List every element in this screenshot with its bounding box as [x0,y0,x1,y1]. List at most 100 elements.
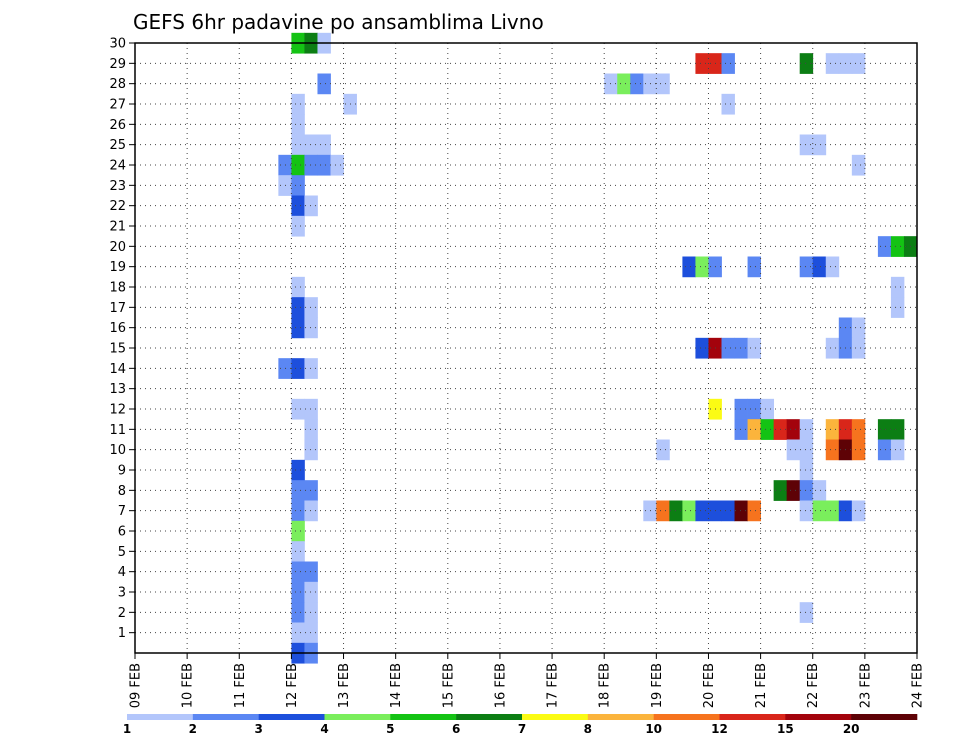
precip-cell [851,154,866,176]
x-tick-label: 09 FEB [129,663,144,708]
precip-cell [812,256,827,278]
precip-cell [799,500,814,522]
precip-cell [721,53,735,74]
precip-cell [291,500,305,522]
y-tick-label: 28 [109,77,126,92]
precip-cell [304,398,318,420]
precip-cell [330,154,344,176]
precip-cell [304,317,318,339]
y-tick-label: 7 [118,504,126,519]
precip-cell [695,337,709,359]
colorbar-swatch [390,714,457,720]
precip-cell [304,154,318,176]
y-tick-label: 1 [118,626,126,641]
y-tick-label: 25 [109,138,126,153]
precip-cell [851,317,866,339]
y-tick-label: 11 [109,423,126,438]
y-tick-label: 21 [109,220,126,235]
precip-cell [656,500,670,522]
colorbar-swatch [324,714,391,720]
precip-cell [291,480,305,501]
precip-cell [291,622,305,644]
x-tick-label: 12 FEB [285,663,300,708]
precip-cell [317,134,331,156]
x-tick-label: 19 FEB [650,663,665,708]
precip-cell [291,602,305,623]
precip-cell [734,500,748,522]
x-tick-label: 20 FEB [702,663,717,708]
precip-cell [812,500,827,522]
precip-cell [734,337,748,359]
precip-cell [851,500,866,522]
precip-cell [304,297,318,318]
precip-cell [747,419,761,440]
precip-cell [799,459,814,481]
precip-cell [851,337,866,359]
y-tick-label: 30 [109,37,126,52]
y-tick-label: 22 [109,199,126,214]
precip-cell [721,93,735,115]
precip-cell [799,53,814,74]
precip-cell [786,480,801,501]
precip-cell [786,419,801,440]
y-tick-label: 23 [109,179,126,194]
x-tick-label: 21 FEB [754,663,769,708]
colorbar-swatch [719,714,786,720]
precip-cell [890,236,905,257]
precip-cell [291,398,305,420]
precip-cell [304,419,318,440]
colorbar-label: 12 [711,722,728,736]
precip-cell [799,439,814,461]
x-tick-label: 15 FEB [441,663,456,708]
precip-cell [656,73,670,95]
y-tick-label: 10 [109,443,126,458]
precip-cell [317,154,331,176]
colorbar-label: 6 [452,722,460,736]
precip-cell [291,520,305,542]
precip-cell [812,480,827,501]
precip-cell [682,256,696,278]
x-tick-label: 13 FEB [337,663,352,708]
colorbar-swatch [456,714,523,720]
precip-cells [278,32,918,664]
x-tick-label: 17 FEB [546,663,561,708]
precip-cell [695,256,709,278]
precip-cell [291,215,305,237]
y-tick-label: 3 [118,586,126,601]
y-tick-label: 2 [118,606,126,621]
precip-cell [630,73,644,95]
colorbar-swatch [127,714,194,720]
precip-cell [304,134,318,156]
x-tick-label: 23 FEB [858,663,873,708]
x-tick-label: 22 FEB [806,663,821,708]
precip-cell [825,53,840,74]
colorbar-label: 10 [645,722,662,736]
colorbar-swatch [522,714,589,720]
y-tick-label: 24 [109,159,126,174]
precip-cell [799,419,814,440]
precip-cell [291,561,305,583]
colorbar-swatch [587,714,654,720]
y-tick-label: 5 [118,545,126,560]
precip-cell [877,439,892,461]
precip-cell [825,500,840,522]
precip-cell [304,561,318,583]
grid-lines [135,43,917,653]
precip-cell [812,134,827,156]
precip-cell [304,602,318,623]
x-tick-label: 10 FEB [181,663,196,708]
precip-cell [291,276,305,298]
y-tick-label: 29 [109,57,126,72]
precip-cell [669,500,683,522]
colorbar-swatch [653,714,720,720]
x-tick-label: 14 FEB [389,663,404,708]
y-tick-label: 6 [118,525,126,540]
y-tick-label: 8 [118,484,126,499]
precip-cell [877,419,892,440]
precip-cell [890,419,905,440]
precip-cell [656,439,670,461]
y-tick-label: 16 [109,321,126,336]
precip-cell [304,480,318,501]
precip-cell [721,500,735,522]
y-tick-label: 4 [118,565,126,580]
